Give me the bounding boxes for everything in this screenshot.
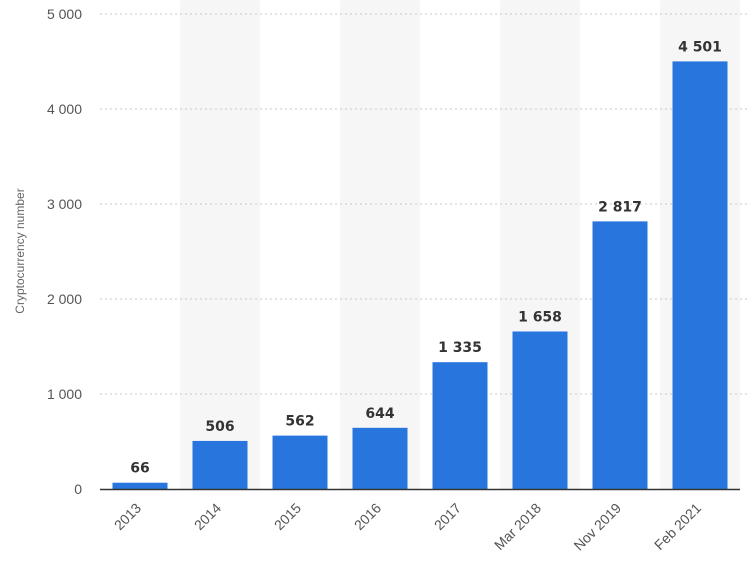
- bars: [112, 61, 728, 489]
- x-tick-label: 2016: [351, 500, 384, 533]
- y-axis-title: Cryptocurrency number: [13, 188, 27, 313]
- x-tick-label: Feb 2021: [651, 500, 704, 553]
- data-label: 562: [285, 414, 314, 430]
- y-tick-label: 1 000: [47, 386, 82, 402]
- data-label: 2 817: [598, 199, 642, 215]
- data-label: 506: [205, 419, 234, 435]
- bar: [432, 362, 488, 489]
- column-shade: [340, 0, 420, 489]
- bar: [112, 482, 168, 489]
- y-tick-label: 5 000: [47, 6, 82, 22]
- data-label: 1 335: [438, 340, 482, 356]
- column-shade: [180, 0, 260, 489]
- y-axis-ticks: 0 1 000 2 000 3 000 4 000 5 000: [47, 6, 82, 497]
- x-tick-label: 2014: [191, 500, 224, 533]
- x-tick-label: 2013: [111, 500, 144, 533]
- data-labels: 66 506 562 644 1 335 1 658 2 817 4 501: [130, 39, 722, 476]
- data-label: 644: [365, 406, 394, 422]
- x-tick-label: 2017: [431, 500, 464, 533]
- y-tick-label: 3 000: [47, 196, 82, 212]
- x-tick-label: Nov 2019: [570, 500, 624, 554]
- data-label: 1 658: [518, 309, 562, 325]
- bar: [352, 427, 408, 489]
- y-tick-label: 2 000: [47, 291, 82, 307]
- data-label: 4 501: [678, 39, 722, 55]
- bar: [592, 221, 648, 489]
- y-tick-label: 0: [74, 481, 82, 497]
- bar: [192, 440, 248, 489]
- x-axis-ticks: 2013 2014 2015 2016 2017 Mar 2018 Nov 2019 Feb …: [111, 500, 704, 554]
- y-tick-label: 4 000: [47, 101, 82, 117]
- data-label: 66: [130, 461, 149, 477]
- x-tick-label: Mar 2018: [491, 500, 544, 553]
- bar: [512, 331, 568, 489]
- bar: [272, 435, 328, 489]
- bar: [672, 61, 728, 489]
- x-tick-label: 2015: [271, 500, 304, 533]
